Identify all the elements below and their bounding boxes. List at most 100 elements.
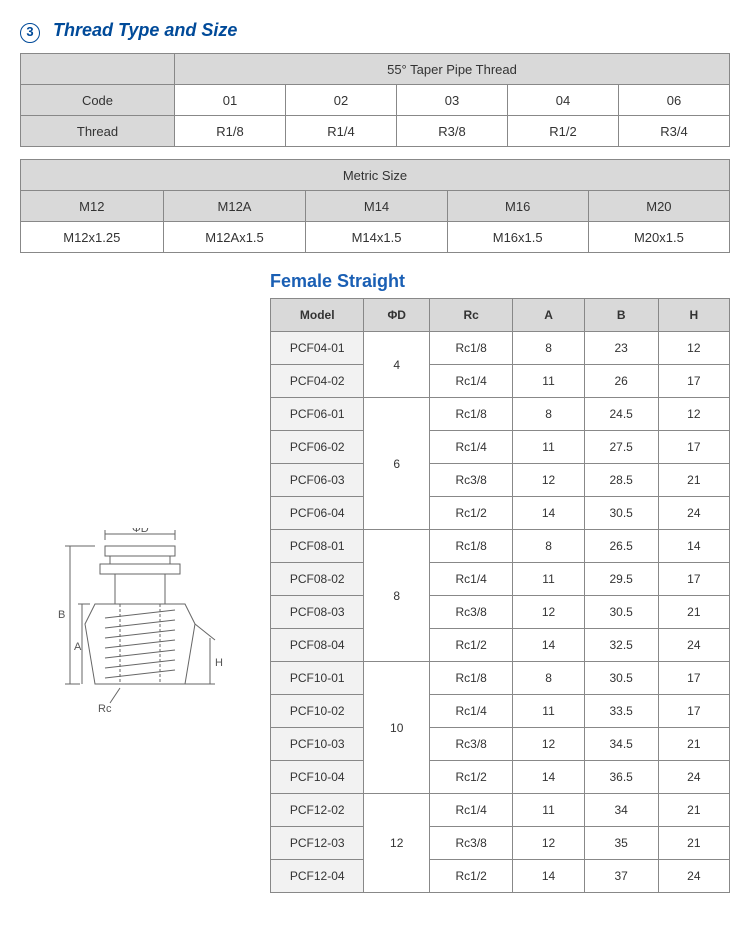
fs-b-cell: 30.5 — [584, 662, 658, 695]
fs-b-cell: 34.5 — [584, 728, 658, 761]
section-number: 3 — [20, 23, 40, 43]
fs-h-cell: 17 — [658, 563, 729, 596]
fs-d-cell: 4 — [364, 332, 429, 398]
metric-r1-3: M16 — [447, 191, 588, 222]
fs-rc-cell: Rc3/8 — [429, 827, 512, 860]
fs-d-cell: 12 — [364, 794, 429, 893]
taper-thread-4: R3/4 — [618, 116, 729, 147]
fs-a-cell: 12 — [513, 464, 584, 497]
taper-thread-table: 55° Taper Pipe Thread Code 01 02 03 04 0… — [20, 53, 730, 147]
table-row: PCF12-0212Rc1/4113421 — [271, 794, 730, 827]
fs-h-cell: 14 — [658, 530, 729, 563]
table-row: PCF10-03Rc3/81234.521 — [271, 728, 730, 761]
fs-h-cell: 21 — [658, 794, 729, 827]
table-row: PCF08-04Rc1/21432.524 — [271, 629, 730, 662]
fs-rc-cell: Rc1/2 — [429, 629, 512, 662]
table-row: PCF08-02Rc1/41129.517 — [271, 563, 730, 596]
fs-model-cell: PCF08-02 — [271, 563, 364, 596]
fs-model-cell: PCF04-01 — [271, 332, 364, 365]
fs-h-cell: 21 — [658, 596, 729, 629]
fs-h-cell: 21 — [658, 464, 729, 497]
fs-col-rc: Rc — [429, 299, 512, 332]
fs-rc-cell: Rc1/8 — [429, 662, 512, 695]
fs-rc-cell: Rc1/4 — [429, 563, 512, 596]
fs-a-cell: 12 — [513, 728, 584, 761]
fs-a-cell: 12 — [513, 596, 584, 629]
fs-h-cell: 24 — [658, 761, 729, 794]
fs-col-a: A — [513, 299, 584, 332]
fs-a-cell: 8 — [513, 530, 584, 563]
fs-model-cell: PCF10-01 — [271, 662, 364, 695]
fs-b-cell: 24.5 — [584, 398, 658, 431]
fs-model-cell: PCF06-02 — [271, 431, 364, 464]
metric-size-table: Metric Size M12 M12A M14 M16 M20 M12x1.2… — [20, 159, 730, 253]
table-row: PCF06-02Rc1/41127.517 — [271, 431, 730, 464]
metric-header: Metric Size — [21, 160, 730, 191]
fs-col-h: H — [658, 299, 729, 332]
fs-col-b: B — [584, 299, 658, 332]
table-row: PCF04-02Rc1/4112617 — [271, 365, 730, 398]
female-straight-table: Model ΦD Rc A B H PCF04-014Rc1/882312PCF… — [270, 298, 730, 893]
diagram-label-b: B — [58, 609, 65, 621]
fs-rc-cell: Rc3/8 — [429, 596, 512, 629]
taper-code-3: 04 — [507, 85, 618, 116]
fs-rc-cell: Rc1/8 — [429, 332, 512, 365]
metric-r2-0: M12x1.25 — [21, 222, 164, 253]
section-title-text: Thread Type and Size — [53, 20, 237, 40]
fs-rc-cell: Rc1/4 — [429, 365, 512, 398]
fs-a-cell: 14 — [513, 629, 584, 662]
taper-thread-1: R1/4 — [285, 116, 396, 147]
fs-rc-cell: Rc1/2 — [429, 497, 512, 530]
fs-h-cell: 17 — [658, 431, 729, 464]
fs-h-cell: 12 — [658, 332, 729, 365]
metric-r2-3: M16x1.5 — [447, 222, 588, 253]
fs-col-d: ΦD — [364, 299, 429, 332]
fs-b-cell: 34 — [584, 794, 658, 827]
taper-row-label-thread: Thread — [21, 116, 175, 147]
table-row: PCF04-014Rc1/882312 — [271, 332, 730, 365]
fitting-diagram: ΦD B A H Rc — [20, 298, 270, 733]
metric-r1-0: M12 — [21, 191, 164, 222]
metric-r1-1: M12A — [163, 191, 306, 222]
fs-a-cell: 14 — [513, 497, 584, 530]
table-row: PCF06-016Rc1/8824.512 — [271, 398, 730, 431]
fs-b-cell: 26.5 — [584, 530, 658, 563]
fs-b-cell: 37 — [584, 860, 658, 893]
fs-rc-cell: Rc1/4 — [429, 695, 512, 728]
fs-model-cell: PCF12-02 — [271, 794, 364, 827]
diagram-label-phid: ΦD — [132, 528, 149, 535]
fs-b-cell: 27.5 — [584, 431, 658, 464]
female-straight-title: Female Straight — [270, 271, 730, 292]
fs-rc-cell: Rc1/2 — [429, 860, 512, 893]
fs-rc-cell: Rc1/2 — [429, 761, 512, 794]
taper-code-0: 01 — [174, 85, 285, 116]
fs-rc-cell: Rc1/8 — [429, 530, 512, 563]
taper-code-2: 03 — [396, 85, 507, 116]
fs-rc-cell: Rc1/4 — [429, 794, 512, 827]
fs-h-cell: 12 — [658, 398, 729, 431]
fs-col-model: Model — [271, 299, 364, 332]
fs-model-cell: PCF06-01 — [271, 398, 364, 431]
section-title: 3 Thread Type and Size — [20, 20, 730, 43]
fs-model-cell: PCF06-04 — [271, 497, 364, 530]
table-row: PCF10-02Rc1/41133.517 — [271, 695, 730, 728]
taper-thread-0: R1/8 — [174, 116, 285, 147]
fs-model-cell: PCF08-03 — [271, 596, 364, 629]
table-row: PCF08-03Rc3/81230.521 — [271, 596, 730, 629]
fs-a-cell: 11 — [513, 563, 584, 596]
fs-model-cell: PCF12-03 — [271, 827, 364, 860]
fs-rc-cell: Rc1/4 — [429, 431, 512, 464]
fs-d-cell: 6 — [364, 398, 429, 530]
table-row: PCF10-0110Rc1/8830.517 — [271, 662, 730, 695]
taper-thread-2: R3/8 — [396, 116, 507, 147]
fs-a-cell: 12 — [513, 827, 584, 860]
fs-a-cell: 8 — [513, 332, 584, 365]
diagram-label-rc: Rc — [98, 703, 112, 715]
fs-h-cell: 21 — [658, 728, 729, 761]
fs-rc-cell: Rc1/8 — [429, 398, 512, 431]
metric-r1-2: M14 — [306, 191, 447, 222]
fs-model-cell: PCF08-01 — [271, 530, 364, 563]
table-row: PCF06-03Rc3/81228.521 — [271, 464, 730, 497]
taper-row-label-code: Code — [21, 85, 175, 116]
fs-model-cell: PCF12-04 — [271, 860, 364, 893]
